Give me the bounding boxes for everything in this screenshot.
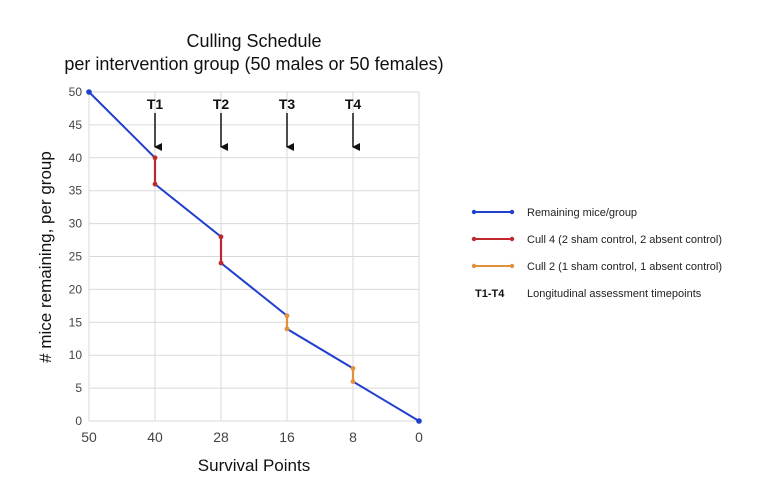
legend-swatch-dot-start-3 xyxy=(471,263,477,269)
legend-swatch-dot-start-1 xyxy=(471,209,477,215)
legend-swatch-dot-start-2 xyxy=(471,236,477,242)
legend-label-2: Cull 4 (2 sham control, 2 absent control… xyxy=(527,234,722,246)
x-tick-label-0: 0 xyxy=(415,429,423,445)
y-tick-label-5: 5 xyxy=(75,381,82,395)
legend-timepoint-description: Longitudinal assessment timepoints xyxy=(527,288,702,300)
x-tick-label-8: 8 xyxy=(349,429,357,445)
cull-point-1-1-1 xyxy=(152,155,158,161)
timepoint-label-t1: T1 xyxy=(147,96,164,112)
cull-point-1-2-2 xyxy=(218,260,224,266)
y-tick-label-50: 50 xyxy=(69,85,83,99)
y-tick-label-45: 45 xyxy=(69,118,83,132)
legend-swatch-dot-end-3 xyxy=(509,263,515,269)
y-tick-label-0: 0 xyxy=(75,414,82,428)
timepoint-label-t3: T3 xyxy=(279,96,296,112)
x-tick-label-50: 50 xyxy=(81,429,97,445)
y-tick-label-20: 20 xyxy=(69,282,83,296)
y-axis-title: # mice remaining, per group xyxy=(36,151,55,363)
y-tick-label-30: 30 xyxy=(69,217,83,231)
cull-point-2-2-2 xyxy=(350,379,356,384)
cull-point-2-2-1 xyxy=(350,365,356,371)
y-tick-label-35: 35 xyxy=(69,184,83,198)
x-tick-label-40: 40 xyxy=(147,429,163,445)
timepoint-label-t4: T4 xyxy=(345,96,362,112)
x-tick-label-16: 16 xyxy=(279,429,295,445)
series-start-point xyxy=(86,89,92,95)
timepoint-label-t2: T2 xyxy=(213,96,230,112)
chart-title-line1: Culling Schedule xyxy=(186,31,321,51)
legend: Remaining mice/group Cull 4 (2 sham contr… xyxy=(471,207,722,300)
y-tick-label-10: 10 xyxy=(69,348,83,362)
cull-point-2-1-1 xyxy=(284,313,290,319)
tick-labels: 0 5 10 15 20 25 30 35 40 45 50 50 40 28 16 8 0 xyxy=(69,85,423,445)
legend-swatch-dot-end-1 xyxy=(509,209,515,215)
series-end-point xyxy=(416,418,422,424)
y-tick-label-25: 25 xyxy=(69,250,83,264)
cull-point-1-2-1 xyxy=(218,234,224,240)
timepoint-markers: T1 T2 T3 T4 xyxy=(147,96,362,151)
y-tick-label-15: 15 xyxy=(69,315,83,329)
x-tick-label-28: 28 xyxy=(213,429,229,445)
y-tick-label-40: 40 xyxy=(69,151,83,165)
legend-swatch-dot-end-2 xyxy=(509,236,515,242)
series-layer xyxy=(86,89,422,424)
legend-label-3: Cull 2 (1 sham control, 1 absent control… xyxy=(527,261,722,273)
cull-point-2-1-2 xyxy=(284,326,290,332)
legend-timepoint-key: T1-T4 xyxy=(475,288,505,300)
x-axis-title: Survival Points xyxy=(198,456,310,475)
chart-title-line2: per intervention group (50 males or 50 f… xyxy=(64,54,443,74)
legend-label-1: Remaining mice/group xyxy=(527,207,637,219)
cull-point-1-1-2 xyxy=(152,181,158,187)
